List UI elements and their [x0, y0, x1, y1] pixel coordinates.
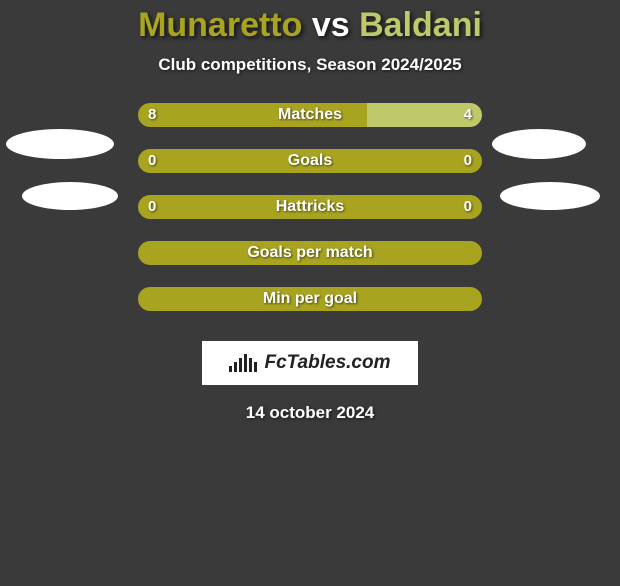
title-player1: Munaretto	[138, 6, 302, 44]
logo-bar	[229, 366, 232, 372]
stats-container: Matches84Goals00Hattricks00Goals per mat…	[0, 103, 620, 333]
stat-label: Goals per match	[138, 241, 482, 265]
page-title: Munaretto vs Baldani	[0, 6, 620, 45]
brand-text: FcTables.com	[264, 352, 390, 374]
stat-value-right: 4	[464, 103, 472, 127]
logo-bar	[239, 358, 242, 372]
stat-label: Min per goal	[138, 287, 482, 311]
date-text: 14 october 2024	[0, 403, 620, 423]
stat-row: Goals0 0	[0, 149, 620, 195]
stat-value-left: 0	[148, 195, 156, 219]
stat-value-left: 8	[148, 103, 156, 127]
stat-row: Hattricks0 0	[0, 195, 620, 241]
stat-value-right: 0	[464, 195, 472, 219]
brand-logo: FcTables.com	[202, 341, 418, 385]
logo-bar	[249, 358, 252, 372]
logo-bar	[254, 362, 257, 372]
title-player2: Baldani	[359, 6, 482, 44]
stat-label: Goals	[138, 149, 482, 173]
title-vs: vs	[302, 6, 359, 44]
stat-value-left: 0	[148, 149, 156, 173]
logo-bar	[244, 354, 247, 372]
stat-label: Hattricks	[138, 195, 482, 219]
chart-icon	[229, 354, 257, 372]
stat-value-right: 0	[464, 149, 472, 173]
stat-row: Matches8 4	[0, 103, 620, 149]
stat-row: Min per goal	[0, 287, 620, 333]
stat-label: Matches	[138, 103, 482, 127]
logo-bar	[234, 362, 237, 372]
subtitle: Club competitions, Season 2024/2025	[0, 55, 620, 75]
stat-row: Goals per match	[0, 241, 620, 287]
